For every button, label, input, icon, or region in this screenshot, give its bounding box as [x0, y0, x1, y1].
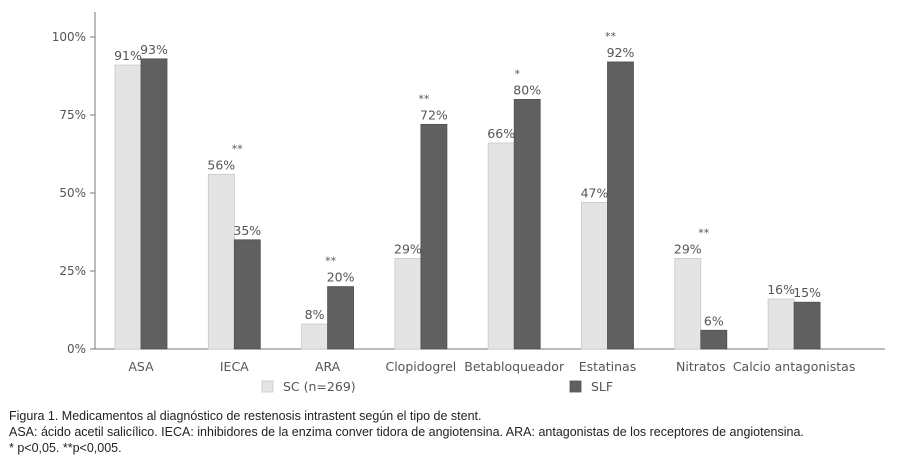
bar-value-label: 29%	[394, 242, 422, 257]
x-category-label: IECA	[220, 359, 249, 374]
bar-sc	[487, 142, 515, 350]
bar-value-label: 66%	[487, 126, 515, 141]
bar-sc	[394, 258, 422, 350]
figure-label: Figura 1	[9, 409, 55, 423]
bar-slf	[700, 329, 728, 350]
significance-marker: **	[418, 92, 430, 105]
x-category-label: ASA	[128, 359, 154, 374]
bar-sc	[301, 323, 329, 350]
bar-chart: 0% 25% 50% 75% 100% 91%93% 56% 35% ** 8% 20% ** 29%…	[52, 12, 885, 394]
bar-value-label: 47%	[581, 185, 609, 200]
bar-slf	[233, 239, 261, 350]
x-category-label: Betabloqueador	[464, 359, 565, 374]
bar-value-label: 15%	[793, 285, 821, 300]
x-category-label: Nitratos	[676, 359, 726, 374]
caption-title: . Medicamentos al diagnóstico de resteno…	[54, 409, 482, 423]
bar-slf	[140, 58, 168, 350]
bar-sc	[207, 173, 235, 350]
x-category-label: Calcio antagonistas	[733, 359, 856, 374]
y-tick-label: 0%	[67, 342, 86, 356]
bar-slf	[793, 301, 821, 350]
bar-value-label: 6%	[704, 313, 724, 328]
x-category-label: ARA	[315, 359, 341, 374]
figure-caption: Figura 1. Medicamentos al diagnóstico de…	[9, 408, 894, 456]
bar-value-label: 93%	[140, 42, 168, 57]
bar-sc	[581, 201, 608, 350]
significance-marker: **	[605, 30, 617, 43]
bar-value-label: 29%	[674, 242, 702, 257]
bar-value-label: 8%	[305, 307, 325, 322]
y-tick-label: 75%	[59, 108, 86, 122]
legend: SC (n=269) SLF	[261, 379, 613, 394]
bar-value-label: 20%	[327, 270, 355, 285]
bar-value-label: 80%	[513, 82, 541, 97]
bar-sc	[114, 64, 142, 350]
bar-slf	[420, 123, 448, 350]
y-tick-label: 100%	[52, 30, 86, 44]
bar-marks: 91%93% 56% 35% ** 8% 20% ** 29% 72% ** 66% 80% * 47% 9…	[114, 30, 821, 350]
significance-marker: **	[698, 227, 710, 240]
bar-value-label: 92%	[607, 45, 635, 60]
x-category-label: Estatinas	[579, 359, 636, 374]
bar-value-label: 91%	[114, 48, 142, 63]
bar-slf	[513, 99, 541, 350]
bar-value-label: 72%	[420, 107, 448, 122]
caption-title-line: Figura 1. Medicamentos al diagnóstico de…	[9, 408, 894, 424]
y-tick-label: 25%	[59, 264, 86, 278]
y-tick-label: 50%	[59, 186, 86, 200]
caption-significance-note: * p<0,05. **p<0,005.	[9, 441, 122, 455]
significance-marker: **	[232, 142, 244, 155]
bar-sc	[674, 258, 702, 350]
x-axis-labels: ASA IECA ARA Clopidogrel Betabloqueador Estat…	[128, 359, 855, 374]
caption-abbreviations: ASA: ácido acetil salicílico. IECA: inhi…	[9, 425, 804, 439]
legend-swatch-slf	[569, 380, 582, 393]
bar-slf	[607, 61, 634, 350]
x-category-label: Clopidogrel	[385, 359, 456, 374]
bar-value-label: 56%	[207, 157, 235, 172]
legend-label: SLF	[591, 379, 613, 394]
legend-swatch-sc	[261, 380, 274, 393]
bar-sc	[767, 298, 795, 350]
significance-marker: **	[325, 255, 337, 268]
y-axis: 0% 25% 50% 75% 100%	[52, 12, 885, 356]
significance-marker: *	[514, 67, 520, 80]
legend-label: SC (n=269)	[283, 379, 356, 394]
bar-value-label: 35%	[233, 223, 261, 238]
bar-slf	[327, 286, 355, 350]
bar-value-label: 16%	[767, 282, 795, 297]
